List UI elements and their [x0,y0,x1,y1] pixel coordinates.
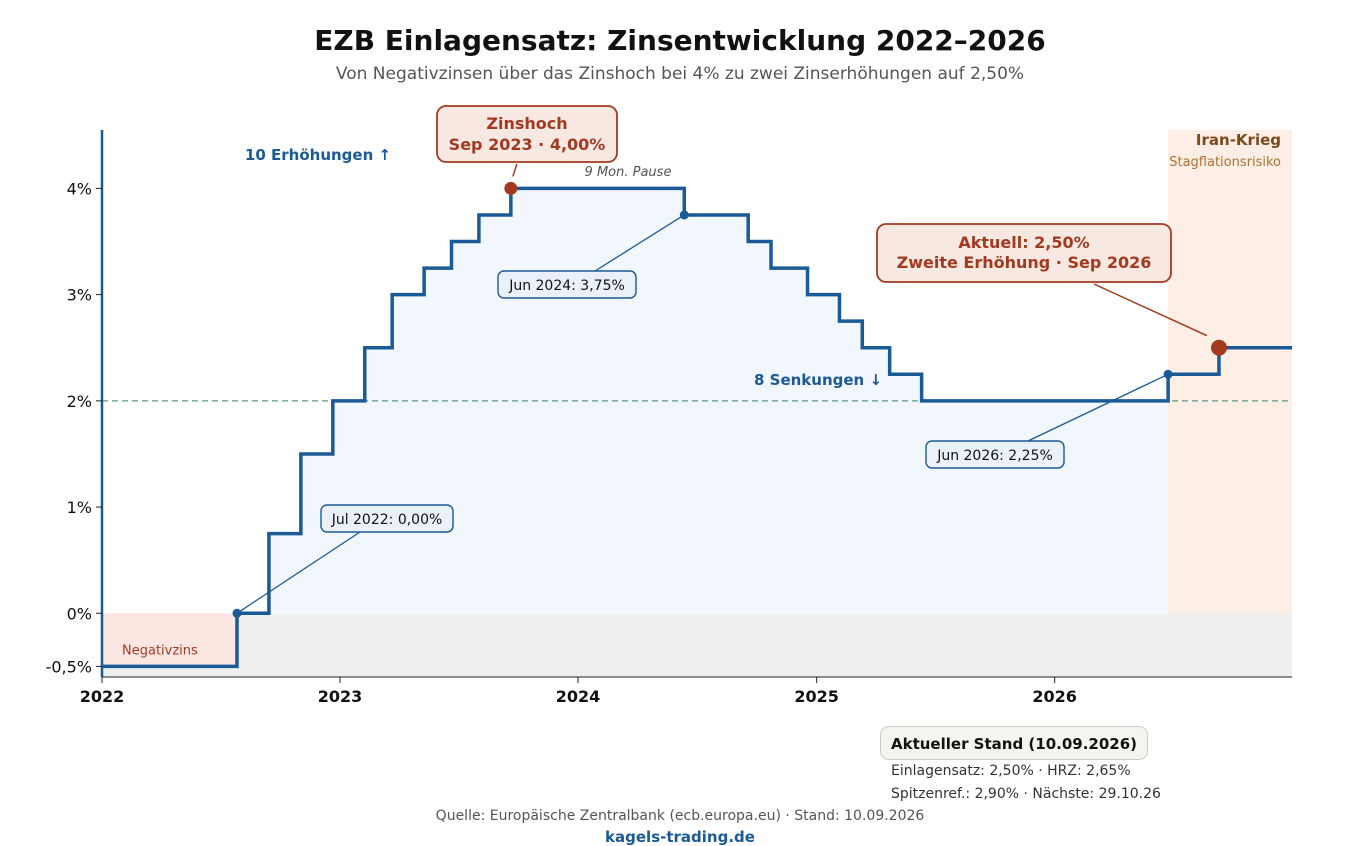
callout-box [320,504,454,533]
region-iran-krieg [1168,130,1292,614]
current-connector [1093,283,1208,337]
status-box-title: Aktueller Stand (10.09.2026) [880,726,1149,760]
callout-line [594,214,685,272]
region-negativzins [102,613,237,667]
callout-box [497,270,637,299]
current-label-title: Aktuell: 2,50% [958,233,1089,252]
x-tick-label: 2026 [1032,687,1077,706]
y-tick-label: 1% [67,498,92,517]
peak-label-title: Zinshoch [486,114,567,133]
y-tick-label: 4% [67,179,92,198]
callout-label: Jun 2026: 2,25% [936,448,1053,464]
peak-point [504,181,518,195]
status-line-rates: Einlagensatz: 2,50% · HRZ: 2,65% [891,763,1131,779]
cuts-label: 8 Senkungen ↓ [754,371,882,389]
current-label-detail: Zweite Erhöhung · Sep 2026 [897,253,1152,272]
x-tick-label: 2025 [794,687,839,706]
callout-point [232,608,242,618]
callout-label: Jul 2022: 0,00% [331,512,443,528]
peak-label-detail: Sep 2023 · 4,00% [449,135,606,154]
chart-title: EZB Einlagensatz: Zinsentwicklung 2022–2… [314,24,1046,57]
region-iran-krieg-lower [1168,613,1292,677]
callout-line [236,531,361,614]
y-tick-label: 0% [67,604,92,623]
callout-point [679,210,689,220]
below-zero-area [102,613,1292,677]
stagflation-label: Stagflationsrisiko [1169,155,1281,170]
y-tick-label: -0,5% [46,657,92,676]
callout-line [1027,373,1169,442]
negativzins-label: Negativzins [122,643,198,658]
peak-connector [512,163,518,177]
callout-label: Jun 2024: 3,75% [508,278,625,294]
callout-point [1163,369,1173,379]
x-tick-label: 2022 [80,687,125,706]
callout-box [925,440,1065,469]
hikes-label: 10 Erhöhungen ↑ [245,146,391,164]
x-tick-label: 2024 [556,687,601,706]
iran-krieg-label: Iran-Krieg [1196,131,1281,149]
brand-link[interactable]: kagels-trading.de [605,828,755,846]
source-note: Quelle: Europäische Zentralbank (ecb.eur… [435,808,925,824]
y-tick-label: 3% [67,286,92,305]
status-line-refi: Spitzenref.: 2,90% · Nächste: 29.10.26 [891,786,1161,802]
current-box [876,223,1172,283]
x-tick-label: 2023 [318,687,363,706]
current-point [1210,339,1227,356]
rate-area-fill [236,188,1169,667]
pause-label: 9 Mon. Pause [585,165,672,180]
peak-box [436,105,618,163]
chart-subtitle: Von Negativzinsen über das Zinshoch bei … [335,64,1025,84]
y-tick-label: 2% [67,392,92,411]
rate-step-line [102,186,1292,669]
